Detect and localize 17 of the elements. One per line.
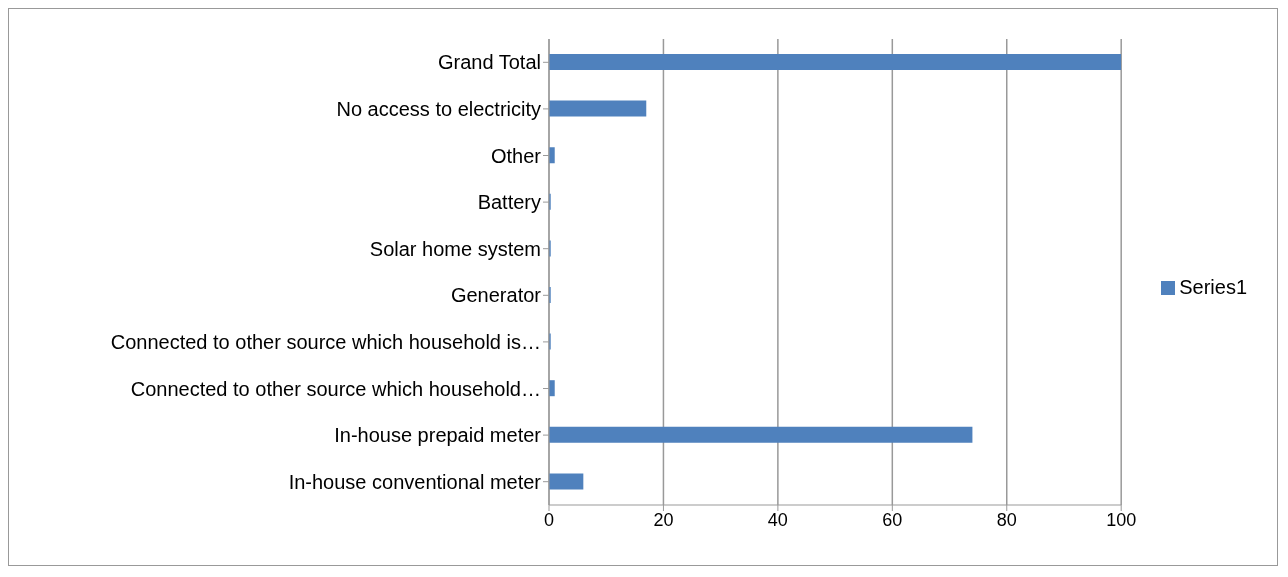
y-tick-label: In-house conventional meter — [288, 470, 542, 493]
x-tick-label: 0 — [543, 509, 555, 530]
y-tick-label: Other — [490, 144, 542, 167]
y-tick-label: Grand Total — [437, 51, 541, 74]
y-tick-label: No access to electricity — [336, 98, 541, 120]
x-tick-label: 60 — [882, 509, 903, 530]
y-tick-label: Connected to other source which household… — [130, 377, 541, 400]
legend-label: Series1 — [1179, 275, 1247, 298]
x-tick-label: 20 — [653, 509, 674, 530]
y-tick-label: Solar home system — [369, 237, 541, 260]
y-tick-label: In-house prepaid meter — [334, 424, 542, 447]
x-tick-label: 100 — [1106, 509, 1137, 530]
x-tick-label: 80 — [996, 509, 1017, 530]
y-tick-label: Battery — [477, 191, 541, 214]
x-tick-label: 40 — [767, 509, 788, 530]
y-tick-label: Generator — [450, 284, 542, 307]
y-tick-label: Connected to other source which household is… — [110, 331, 541, 353]
